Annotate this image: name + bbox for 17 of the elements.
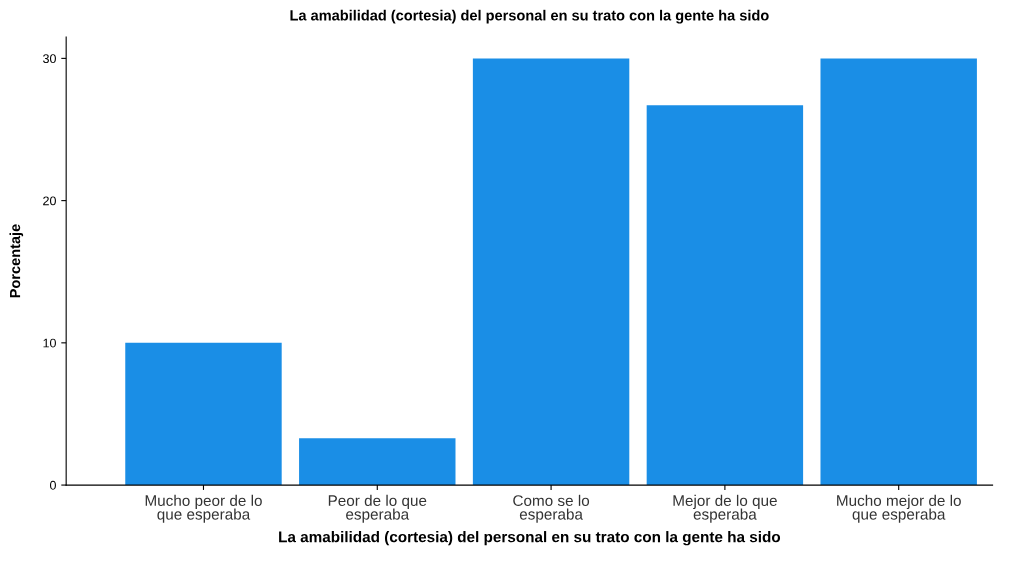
x-tick-label: Mucho peor de lo que esperaba [145,494,262,523]
y-axis-title: Porcentaje [9,224,24,298]
y-tick-label: 10 [43,338,56,348]
x-axis-title: La amabilidad (cortesia) del personal en su trato con la gente ha sido [279,531,781,546]
x-tick-label: Peor de lo que esperaba [328,494,427,523]
bar [646,105,804,486]
y-tick-label: 20 [43,196,56,206]
bar [125,342,282,486]
bar [472,58,630,486]
x-tick-label: Mucho mejor de lo que esperaba [837,494,961,523]
bar [820,58,977,486]
y-tick-label: 30 [43,54,56,64]
x-tick-label: Mejor de lo que esperaba [673,494,777,523]
bar [299,438,456,486]
x-tick-label: Como se lo esperaba [513,494,590,523]
chart-title: La amabilidad (cortesia) del personal en su trato con la gente ha sido [290,9,769,24]
y-tick-label: 0 [49,480,56,490]
